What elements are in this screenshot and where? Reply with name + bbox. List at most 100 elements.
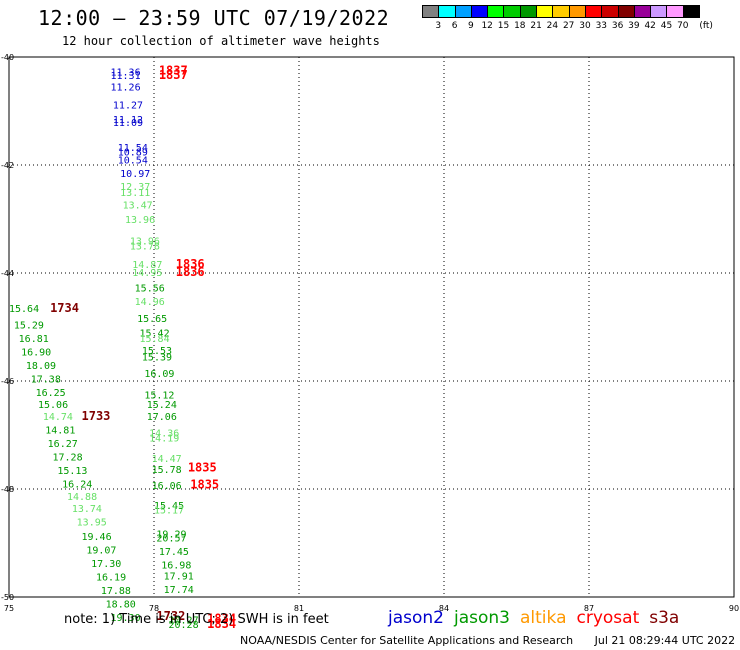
lat-tick-label: -40 — [1, 53, 14, 62]
observation-label: 1733 — [82, 409, 111, 423]
legend-tick-label: 39 — [628, 21, 640, 31]
observation-label: 13.74 — [72, 504, 102, 515]
legend-tick-label: 24 — [546, 21, 559, 31]
observation-label: 17.74 — [164, 585, 194, 596]
legend-tick-label: 21 — [530, 21, 542, 31]
observation-label: 14.87 — [132, 260, 162, 271]
observation-label: 16.25 — [36, 388, 66, 399]
observation-label: 11.31 — [111, 71, 141, 82]
observation-label: 15.12 — [144, 391, 174, 402]
observation-label: 16.19 — [96, 572, 126, 583]
observation-label: 13.96 — [130, 237, 160, 248]
observation-label: 17.28 — [53, 453, 83, 464]
lat-tick-label: -46 — [1, 377, 14, 386]
observation-label: 16.27 — [48, 439, 78, 450]
observation-label: 19.46 — [82, 532, 112, 543]
lon-tick-label: 78 — [149, 604, 159, 613]
footer: NOAA/NESDIS Center for Satellite Applica… — [240, 634, 735, 647]
observation-label: 11.09 — [113, 118, 143, 129]
lat-tick-label: -50 — [1, 593, 14, 602]
observation-label: 16.90 — [21, 347, 51, 358]
observation-label: 19.29 — [156, 529, 186, 540]
lon-tick-label: 84 — [439, 604, 449, 613]
units-note: note: 1) Time is in UTC; 2) SWH is in fe… — [64, 612, 329, 627]
observation-label: 20.28 — [169, 620, 199, 631]
observation-label: 11.36 — [111, 68, 141, 79]
observation-label: 17.91 — [164, 571, 194, 582]
color-legend — [422, 5, 701, 18]
observation-label: 16.81 — [19, 334, 49, 345]
observation-label: 1836 — [176, 257, 205, 271]
satellite-legend-item: altika — [520, 608, 567, 628]
legend-tick-label: 12 — [481, 21, 493, 31]
observation-label: 17.88 — [101, 586, 131, 597]
legend-tick-label: 18 — [514, 21, 526, 31]
observation-label: 15.29 — [14, 320, 44, 331]
observation-label: 13.95 — [77, 517, 107, 528]
satellite-legend-item: jason3 — [454, 608, 510, 628]
lon-tick-label: 90 — [729, 604, 739, 613]
observation-label: 14.88 — [67, 492, 97, 503]
observation-label: 19.30 — [111, 613, 141, 624]
observation-label: 17.06 — [147, 412, 177, 423]
observation-label: 15.64 — [9, 304, 39, 315]
observation-label: 14.47 — [152, 454, 182, 465]
observation-label: 17.38 — [31, 374, 61, 385]
observation-label: 15.65 — [137, 314, 167, 325]
observation-label: 13.11 — [120, 188, 150, 199]
observation-label: 14.81 — [45, 426, 75, 437]
observation-label: 15.78 — [152, 465, 182, 476]
observation-label: 14.95 — [132, 268, 162, 279]
observation-label: 10.54 — [118, 156, 148, 167]
observation-label: 15.39 — [142, 353, 172, 364]
observation-label: 14.19 — [149, 434, 179, 445]
observation-label: 14.74 — [43, 412, 73, 423]
legend-tick-labels: 3 6 9 12 15 18 21 24 27 30 33 36 39 42 45 70 (ft) — [422, 21, 740, 33]
observation-label: 10.89 — [118, 148, 148, 159]
lon-tick-label: 87 — [584, 604, 594, 613]
satellite-legend-item: cryosat — [576, 608, 640, 628]
observation-label: 17.45 — [159, 547, 189, 558]
observation-label: 15.13 — [57, 466, 87, 477]
satellite-legend-item: s3a — [649, 608, 680, 628]
satellite-legend: jason2 jason3 altika cryosat s3a — [388, 608, 689, 628]
observation-label: 13.78 — [130, 241, 160, 252]
observation-label: 10.97 — [120, 169, 150, 180]
footer-source: NOAA/NESDIS Center for Satellite Applica… — [240, 634, 574, 647]
lat-tick-label: -44 — [1, 269, 14, 278]
lat-tick-label: -42 — [1, 161, 14, 170]
observation-label: 16.09 — [144, 369, 174, 380]
lon-tick-label: 75 — [4, 604, 14, 613]
lat-tick-label: -48 — [1, 485, 14, 494]
observation-label: 1834 — [207, 617, 236, 631]
observation-label: 1836 — [176, 265, 205, 279]
legend-tick-label: 36 — [611, 21, 624, 31]
legend-tick-label: 27 — [562, 21, 575, 31]
observation-label: 20.57 — [156, 534, 186, 545]
observation-label: 16.24 — [62, 480, 92, 491]
legend-swatches — [422, 5, 701, 18]
observation-label: 14.36 — [149, 428, 179, 439]
observation-label: 1835 — [188, 460, 217, 474]
lon-tick-label: 81 — [294, 604, 304, 613]
observation-label: 12.37 — [120, 182, 150, 193]
observation-label: 15.56 — [135, 284, 165, 295]
observation-label: 11.27 — [113, 101, 143, 112]
observation-label: 1734 — [50, 301, 79, 315]
legend-tick-label: 3 — [435, 21, 442, 31]
observation-label: 1837 — [159, 64, 188, 78]
page-title: 12:00 – 23:59 UTC 07/19/2022 — [38, 6, 390, 30]
observation-label: 20.27 — [169, 616, 199, 627]
footer-timestamp: Jul 21 08:29:44 UTC 2022 — [594, 634, 736, 647]
legend-tick-label: 15 — [497, 21, 510, 31]
legend-tick-label: 9 — [468, 21, 474, 31]
legend-tick-label: 33 — [595, 21, 608, 31]
observation-label: 1732 — [156, 609, 185, 623]
observation-label: 15.45 — [154, 501, 184, 512]
satellite-legend-item: jason2 — [388, 608, 444, 628]
legend-tick-label: 6 — [451, 21, 458, 31]
page-subtitle: 12 hour collection of altimeter wave hei… — [62, 34, 380, 48]
observation-label: 18.80 — [106, 599, 136, 610]
observation-label: 16.98 — [161, 561, 191, 572]
